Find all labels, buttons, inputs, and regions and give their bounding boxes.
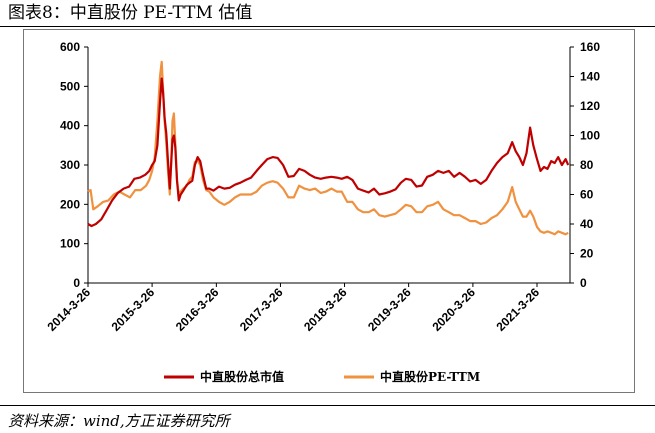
- legend-item-market-cap-label: 中直股份总市值: [200, 369, 284, 384]
- y-tick-label: 400: [60, 119, 80, 133]
- y2-tick-label: 100: [580, 129, 600, 143]
- y-tick-label: 100: [60, 237, 80, 251]
- x-tick-label: 2017-3-26: [237, 285, 286, 334]
- source-note: 资料来源：wind,方正证券研究所: [8, 412, 230, 430]
- x-tick-label: 2020-3-26: [429, 285, 478, 334]
- y-tick-label: 0: [73, 276, 80, 290]
- y-tick-label: 300: [60, 158, 80, 172]
- y2-tick-label: 40: [580, 217, 594, 231]
- x-tick-label: 2016-3-26: [173, 285, 222, 334]
- y-tick-label: 600: [60, 40, 80, 54]
- x-tick-label: 2014-3-26: [45, 285, 94, 334]
- y2-tick-label: 0: [580, 276, 587, 290]
- y2-tick-label: 120: [580, 99, 600, 113]
- chart-legend: 中直股份总市值 中直股份PE-TTM: [164, 369, 480, 384]
- source-rule: [0, 405, 655, 406]
- y2-tick-label: 20: [580, 247, 594, 261]
- legend-item-pe-ttm-label: 中直股份PE-TTM: [380, 369, 480, 384]
- chart-lines: [87, 60, 570, 236]
- figure-title: 图表8：中直股份 PE-TTM 估值: [8, 3, 253, 23]
- y2-tick-label: 140: [580, 70, 600, 84]
- x-tick-label: 2021-3-26: [494, 285, 543, 334]
- y-tick-label: 500: [60, 79, 80, 93]
- y-tick-label: 200: [60, 197, 80, 211]
- y2-tick-label: 160: [580, 40, 600, 54]
- series-market-cap-line: [87, 77, 570, 228]
- chart-frame: 0 100 200 300 400 500 600 0 20 40 60 80 100 120 140 160…: [23, 29, 635, 393]
- title-rule: [0, 26, 655, 27]
- x-tick-label: 2019-3-26: [365, 285, 414, 334]
- chart-svg: 0 100 200 300 400 500 600 0 20 40 60 80 100 120 140 160…: [45, 40, 601, 384]
- x-tick-label: 2018-3-26: [301, 285, 350, 334]
- x-tick-label: 2015-3-26: [109, 285, 158, 334]
- y2-tick-label: 60: [580, 188, 594, 202]
- y2-tick-label: 80: [580, 158, 594, 172]
